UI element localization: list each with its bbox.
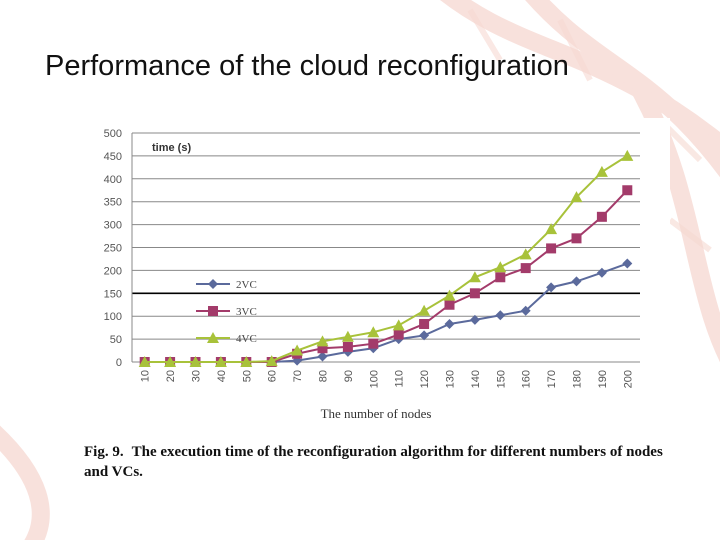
data-point-4vc bbox=[468, 271, 481, 283]
data-point-3vc bbox=[393, 329, 404, 340]
data-point-2vc bbox=[317, 351, 328, 362]
legend-label-3vc: 3VC bbox=[236, 306, 257, 318]
data-point-2vc bbox=[495, 310, 506, 321]
y-tick-label: 0 bbox=[116, 357, 122, 369]
legend-label-2vc: 2VC bbox=[236, 279, 257, 291]
data-point-2vc bbox=[520, 305, 531, 316]
y-tick-label: 100 bbox=[104, 311, 122, 323]
x-tick-label: 190 bbox=[597, 370, 609, 388]
data-point-4vc bbox=[316, 335, 329, 347]
x-tick-label: 160 bbox=[521, 370, 533, 388]
data-point-3vc bbox=[495, 272, 506, 283]
data-point-3vc bbox=[342, 341, 353, 352]
y-axis-title: time (s) bbox=[152, 142, 191, 154]
data-point-4vc bbox=[621, 149, 634, 161]
data-point-2vc bbox=[419, 330, 430, 341]
y-tick-label: 150 bbox=[104, 288, 122, 300]
data-point-2vc bbox=[596, 267, 607, 278]
data-point-4vc bbox=[214, 356, 227, 367]
data-point-4vc bbox=[418, 304, 431, 316]
data-point-3vc bbox=[444, 299, 455, 310]
data-point-4vc bbox=[494, 261, 507, 273]
data-point-4vc bbox=[265, 355, 278, 367]
x-tick-label: 90 bbox=[343, 370, 355, 382]
legend-label-4vc: 4VC bbox=[236, 333, 257, 345]
data-point-4vc bbox=[545, 223, 558, 235]
caption-text: The execution time of the reconfiguratio… bbox=[84, 444, 663, 480]
x-tick-label: 110 bbox=[394, 370, 406, 388]
data-point-4vc bbox=[392, 319, 405, 331]
x-tick-label: 170 bbox=[546, 370, 558, 388]
data-point-4vc bbox=[164, 356, 177, 367]
data-point-4vc bbox=[595, 165, 608, 177]
x-tick-label: 60 bbox=[267, 370, 279, 382]
data-point-3vc bbox=[546, 243, 557, 254]
x-axis-title: The number of nodes bbox=[321, 406, 432, 421]
x-tick-label: 130 bbox=[445, 370, 457, 388]
series-line-3vc bbox=[144, 189, 629, 363]
data-point-2vc bbox=[622, 258, 633, 269]
data-point-3vc bbox=[368, 338, 379, 349]
y-tick-label: 200 bbox=[104, 265, 122, 277]
data-point-4vc bbox=[519, 248, 532, 260]
x-tick-label: 120 bbox=[419, 370, 431, 388]
caption-label: Fig. 9. bbox=[84, 444, 124, 460]
data-point-4vc bbox=[341, 330, 354, 342]
data-point-3vc bbox=[419, 318, 430, 329]
y-tick-label: 500 bbox=[104, 128, 122, 140]
data-point-3vc bbox=[317, 343, 328, 354]
data-point-3vc bbox=[622, 185, 633, 196]
legend-marker-3vc bbox=[208, 306, 218, 316]
x-tick-label: 30 bbox=[191, 370, 203, 382]
data-point-3vc bbox=[520, 263, 531, 274]
data-point-3vc bbox=[571, 233, 582, 244]
data-point-4vc bbox=[291, 344, 304, 356]
y-tick-label: 300 bbox=[104, 220, 122, 232]
x-tick-label: 150 bbox=[495, 370, 507, 388]
y-tick-label: 250 bbox=[104, 243, 122, 255]
data-point-4vc bbox=[367, 326, 380, 338]
slide-title: Performance of the cloud reconfiguration bbox=[45, 50, 569, 82]
legend-marker-2vc bbox=[208, 279, 218, 289]
data-point-2vc bbox=[469, 314, 480, 325]
y-tick-label: 350 bbox=[104, 197, 122, 209]
y-tick-label: 450 bbox=[104, 151, 122, 163]
data-point-4vc bbox=[138, 356, 151, 367]
data-point-4vc bbox=[443, 289, 456, 301]
data-point-2vc bbox=[546, 282, 557, 293]
figure-caption: Fig. 9. The execution time of the reconfi… bbox=[84, 442, 674, 482]
execution-time-chart: 0 50 100 150 200 250 300 350 400 450 500 time (s) 10… bbox=[104, 128, 640, 421]
figure-panel: 0 50 100 150 200 250 300 350 400 450 500 time (s) 10… bbox=[80, 118, 670, 490]
x-tick-label: 80 bbox=[318, 370, 330, 382]
x-tick-label: 100 bbox=[368, 370, 380, 388]
x-tick-label: 40 bbox=[216, 370, 228, 382]
y-tick-label: 50 bbox=[110, 334, 122, 346]
x-tick-label: 10 bbox=[140, 370, 152, 382]
data-point-3vc bbox=[596, 211, 607, 222]
x-tick-label: 20 bbox=[165, 370, 177, 382]
x-tick-label: 140 bbox=[470, 370, 482, 388]
x-tick-label: 70 bbox=[292, 370, 304, 382]
data-point-2vc bbox=[571, 276, 582, 287]
x-tick-label: 50 bbox=[241, 370, 253, 382]
data-point-2vc bbox=[444, 318, 455, 329]
x-tick-label: 180 bbox=[572, 370, 584, 388]
data-point-3vc bbox=[469, 288, 480, 299]
x-tick-label: 200 bbox=[622, 370, 634, 388]
data-point-4vc bbox=[240, 356, 253, 367]
y-tick-label: 400 bbox=[104, 174, 122, 186]
data-point-4vc bbox=[570, 191, 583, 203]
series-line-4vc bbox=[144, 155, 628, 363]
data-point-4vc bbox=[189, 356, 202, 367]
legend-marker-4vc bbox=[207, 332, 219, 343]
